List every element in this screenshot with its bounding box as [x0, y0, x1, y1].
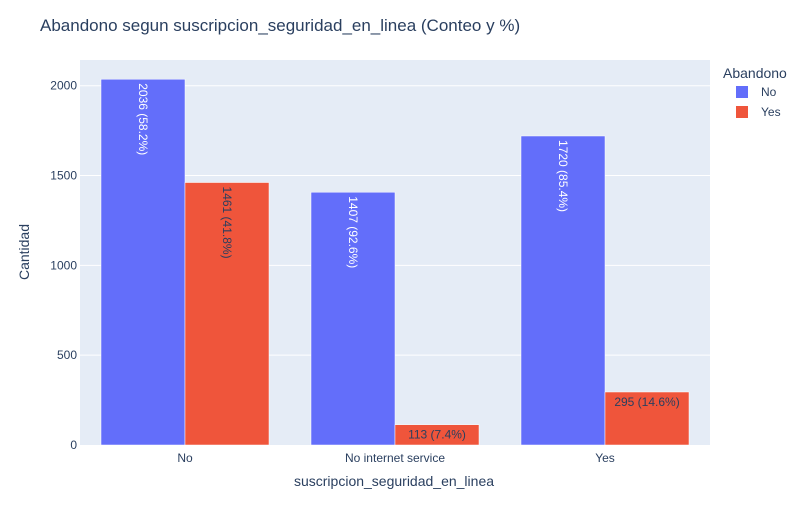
legend-swatch [736, 106, 748, 118]
bar [394, 424, 480, 446]
chart-title: Abandono segun suscripcion_seguridad_en_… [40, 16, 520, 35]
bar-data-label: 1407 (92.6%) [346, 196, 360, 268]
x-tick-label: No internet service [345, 451, 445, 465]
legend-swatch [736, 86, 748, 98]
bar [520, 135, 606, 446]
bar-data-label: 2036 (58.2%) [136, 83, 150, 155]
bar [310, 191, 396, 446]
bar [100, 78, 186, 446]
y-tick-label: 1500 [50, 169, 77, 183]
x-axis-ticks: No No internet service Yes [177, 451, 614, 465]
legend-item-label: Yes [761, 105, 781, 119]
bar-data-label: 1461 (41.8%) [220, 187, 234, 259]
bar-data-label: 1720 (85.4%) [556, 140, 570, 212]
x-tick-label: Yes [595, 451, 615, 465]
bar [604, 391, 690, 446]
y-axis-ticks: 0 500 1000 1500 2000 [50, 79, 77, 452]
legend[interactable]: Abandono No Yes [723, 65, 787, 119]
bars [100, 78, 690, 446]
bar-data-label: 295 (14.6%) [614, 395, 679, 409]
bar [184, 182, 270, 446]
bar-data-label: 113 (7.4%) [408, 428, 466, 442]
legend-item-label: No [761, 85, 777, 99]
x-tick-label: No [177, 451, 193, 465]
y-tick-label: 1000 [50, 258, 77, 272]
y-tick-label: 2000 [50, 79, 77, 93]
y-tick-label: 500 [57, 348, 77, 362]
bar-labels: 2036 (58.2%) 1461 (41.8%) 1407 (92.6%) 113 … [136, 83, 680, 441]
legend-title: Abandono [723, 65, 787, 81]
y-axis-title: Cantidad [16, 224, 32, 280]
y-tick-label: 0 [70, 438, 77, 452]
x-axis-title: suscripcion_seguridad_en_linea [294, 473, 494, 489]
